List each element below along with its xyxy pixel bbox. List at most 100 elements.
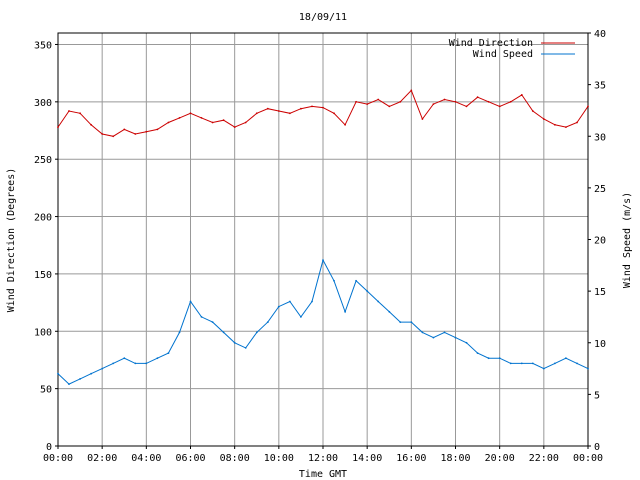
right-tick-label: 20 xyxy=(594,236,606,247)
data-point-wind-direction xyxy=(465,105,468,108)
right-tick-label: 0 xyxy=(594,442,600,453)
data-point-wind-speed xyxy=(244,347,247,349)
data-point-wind-speed xyxy=(388,310,391,313)
left-axis: 0 50 100 150 200 250 300 350 xyxy=(34,40,58,453)
data-point-wind-direction xyxy=(289,112,291,115)
x-tick-label: 16:00 xyxy=(396,453,426,464)
data-point-wind-speed xyxy=(322,259,324,261)
data-point-wind-speed xyxy=(211,321,214,323)
y-axis-left-label: Wind Direction (Degrees) xyxy=(6,168,17,313)
right-axis: 0 5 10 15 20 25 30 35 40 xyxy=(588,29,606,453)
data-point-wind-direction xyxy=(554,123,556,126)
data-point-wind-speed xyxy=(156,357,159,360)
x-tick-label: 12:00 xyxy=(308,453,338,464)
data-point-wind-direction xyxy=(57,126,59,128)
data-point-wind-direction xyxy=(255,112,258,115)
data-point-wind-speed xyxy=(565,357,567,360)
data-point-wind-speed xyxy=(531,362,534,365)
data-point-wind-speed xyxy=(443,331,446,334)
data-point-wind-speed xyxy=(576,362,578,365)
right-tick-label: 5 xyxy=(594,390,600,401)
data-point-wind-speed xyxy=(587,367,589,370)
data-point-wind-direction xyxy=(410,89,413,92)
data-point-wind-speed xyxy=(222,331,225,334)
data-point-wind-speed xyxy=(454,336,457,339)
data-point-wind-speed xyxy=(432,336,435,339)
x-tick-label: 14:00 xyxy=(352,453,382,464)
data-point-wind-speed xyxy=(300,316,302,318)
data-point-wind-direction xyxy=(476,96,479,99)
data-point-wind-direction xyxy=(377,98,380,101)
series-layer xyxy=(57,89,589,385)
data-point-wind-speed xyxy=(233,341,236,344)
data-point-wind-direction xyxy=(531,110,534,112)
data-point-wind-direction xyxy=(311,105,313,108)
data-point-wind-direction xyxy=(200,117,203,119)
data-point-wind-speed xyxy=(189,300,192,303)
x-tick-label: 10:00 xyxy=(264,453,294,464)
data-point-wind-direction xyxy=(211,121,214,124)
data-point-wind-direction xyxy=(244,121,247,124)
left-tick-label: 50 xyxy=(40,385,52,396)
right-tick-label: 10 xyxy=(594,339,606,350)
data-point-wind-direction xyxy=(355,100,357,103)
data-point-wind-speed xyxy=(101,367,104,370)
x-tick-label: 18:00 xyxy=(440,453,470,464)
data-point-wind-speed xyxy=(123,357,126,360)
data-point-wind-direction xyxy=(487,100,490,103)
data-point-wind-direction xyxy=(587,105,589,108)
data-point-wind-direction xyxy=(266,107,269,110)
x-tick-label: 00:00 xyxy=(573,453,603,464)
data-point-wind-speed xyxy=(112,362,115,365)
data-point-wind-direction xyxy=(145,130,148,133)
left-tick-label: 250 xyxy=(34,155,52,166)
data-point-wind-speed xyxy=(79,378,81,380)
data-point-wind-direction xyxy=(333,112,335,115)
data-point-wind-speed xyxy=(410,321,413,323)
x-tick-label: 04:00 xyxy=(131,453,161,464)
data-point-wind-direction xyxy=(189,112,192,115)
right-tick-label: 15 xyxy=(594,287,606,298)
data-point-wind-direction xyxy=(300,107,302,110)
legend-label-wind-direction: Wind Direction xyxy=(449,38,533,49)
data-point-wind-direction xyxy=(443,98,446,101)
data-point-wind-speed xyxy=(366,290,369,292)
data-point-wind-speed xyxy=(200,316,203,318)
data-point-wind-direction xyxy=(90,123,92,126)
data-point-wind-direction xyxy=(277,110,280,112)
data-point-wind-speed xyxy=(509,362,512,365)
data-point-wind-direction xyxy=(388,105,391,108)
x-tick-label: 08:00 xyxy=(220,453,250,464)
data-point-wind-direction xyxy=(134,133,137,135)
data-point-wind-speed xyxy=(289,300,291,303)
data-point-wind-speed xyxy=(498,357,501,360)
data-point-wind-speed xyxy=(277,305,280,308)
left-tick-label: 300 xyxy=(34,98,52,109)
data-point-wind-direction xyxy=(344,123,346,126)
y-axis-right-label: Wind Speed (m/s) xyxy=(622,192,633,288)
data-point-wind-speed xyxy=(465,341,468,344)
data-point-wind-speed xyxy=(167,352,170,354)
data-point-wind-speed xyxy=(266,321,269,323)
data-point-wind-speed xyxy=(542,367,545,370)
right-tick-label: 35 xyxy=(594,81,606,92)
data-point-wind-speed xyxy=(421,331,424,334)
data-point-wind-direction xyxy=(101,133,104,135)
data-point-wind-speed xyxy=(255,331,258,334)
grid-lines xyxy=(58,33,588,446)
data-point-wind-speed xyxy=(178,331,181,334)
x-tick-label: 22:00 xyxy=(529,453,559,464)
data-point-wind-direction xyxy=(178,117,181,119)
data-point-wind-speed xyxy=(554,362,556,365)
data-point-wind-direction xyxy=(79,112,81,115)
data-point-wind-direction xyxy=(432,103,435,105)
legend: Wind Direction Wind Speed xyxy=(449,38,575,60)
x-tick-label: 00:00 xyxy=(43,453,73,464)
left-tick-label: 150 xyxy=(34,270,52,281)
data-point-wind-speed xyxy=(57,372,59,375)
data-point-wind-direction xyxy=(233,126,236,128)
data-point-wind-direction xyxy=(156,128,159,131)
data-point-wind-direction xyxy=(222,119,225,122)
left-tick-label: 100 xyxy=(34,327,52,338)
